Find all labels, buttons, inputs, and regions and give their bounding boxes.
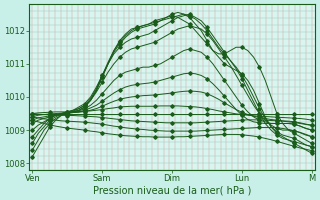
X-axis label: Pression niveau de la mer( hPa ): Pression niveau de la mer( hPa ) <box>93 186 251 196</box>
